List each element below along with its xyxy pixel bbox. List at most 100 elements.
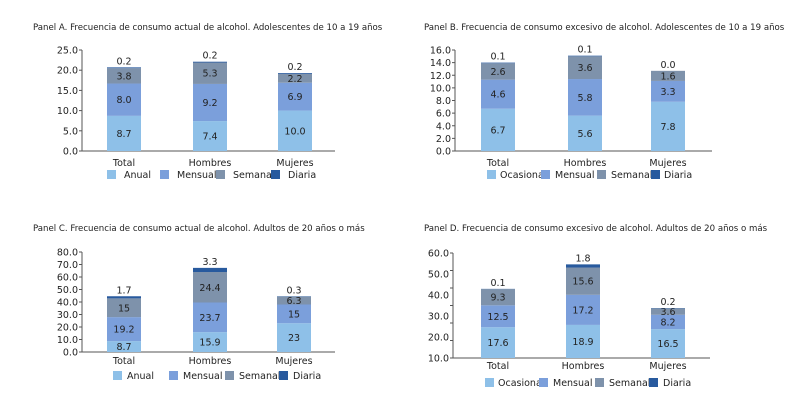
x-category-label: Hombres: [189, 356, 232, 367]
y-tick-label: 12.0: [430, 71, 451, 82]
data-label: 1.6: [660, 71, 675, 82]
legend-swatch: [539, 378, 548, 387]
legend-swatch: [279, 371, 288, 380]
legend-label: Anual: [124, 170, 151, 181]
data-label: 0.1: [490, 52, 505, 63]
bar-segment-semanal: [481, 289, 515, 306]
bar-segment-mensual: [278, 82, 312, 111]
bar-mujeres: 16.5 8.23.60.2: [651, 297, 685, 358]
legend-label: Mensual: [553, 378, 593, 389]
bar-segment-anual: [193, 332, 227, 352]
y-tick-label: 6.0: [436, 109, 451, 120]
data-label: 15: [118, 303, 130, 314]
legend-label: Diaria: [664, 170, 692, 181]
data-label: 7.4: [202, 132, 217, 143]
bar-segment-mensual: [651, 80, 685, 102]
y-tick-label: 4.0: [436, 121, 451, 132]
y-tick-label: 10.0: [428, 354, 449, 365]
bar-segment-mensual: [481, 305, 515, 328]
x-category-label: Mujeres: [649, 361, 686, 372]
panel-d: Panel D. Frecuencia de consumo excesivo …: [424, 224, 768, 389]
data-label: 2.6: [490, 67, 505, 78]
data-label: 0.1: [490, 278, 505, 289]
bar-segment-mensual: [193, 302, 227, 333]
bar-segment-mensual: [568, 79, 602, 116]
data-label: 0.3: [286, 285, 301, 296]
data-label: 0.1: [577, 45, 592, 56]
data-label: 17.2: [572, 305, 593, 316]
y-tick-label: 5.0: [63, 126, 78, 137]
data-label: 18.9: [572, 337, 593, 348]
x-category-label: Mujeres: [275, 356, 312, 367]
data-label: 2.2: [287, 74, 302, 85]
data-label: 9.2: [202, 98, 217, 109]
data-label: 5.6: [577, 129, 592, 140]
legend-label: Ocasional: [498, 378, 544, 389]
legend-swatch: [160, 170, 169, 179]
data-label: 7.8: [660, 122, 675, 133]
legend-swatch: [649, 378, 658, 387]
bar-segment-ocasional: [568, 115, 602, 151]
bar-segment-semanal: [107, 298, 141, 318]
bar-segment-semanal: [651, 308, 685, 315]
data-label: 6.9: [287, 92, 302, 103]
legend-label: Diaria: [293, 371, 321, 382]
y-tick-label: 20.0: [57, 323, 78, 334]
x-category-label: Mujeres: [276, 158, 313, 169]
bar-segment-semanal: [278, 73, 312, 83]
data-label: 4.6: [490, 90, 505, 101]
data-label: 15.6: [572, 277, 593, 288]
data-label: 3.3: [202, 257, 217, 268]
y-tick-label: 8.0: [436, 96, 451, 107]
y-tick-label: 16.0: [430, 46, 451, 57]
bar-segment-diaria: [107, 296, 141, 299]
data-label: 1.8: [575, 253, 590, 264]
bar-segment-anual: [193, 121, 227, 151]
data-label: 3.3: [660, 87, 675, 98]
data-label: 15: [288, 309, 300, 320]
legend-swatch: [107, 170, 116, 179]
data-label: 17.6: [487, 338, 508, 349]
bar-segment-mensual: [566, 294, 600, 325]
bar-mujeres: 10.0 6.9 2.20.2: [278, 62, 312, 151]
legend-swatch: [487, 170, 496, 179]
x-category-label: Total: [112, 158, 135, 169]
y-tick-label: 50.0: [428, 270, 449, 281]
x-category-label: Hombres: [562, 361, 605, 372]
legend-swatch: [225, 371, 234, 380]
legend-swatch: [597, 170, 606, 179]
legend-swatch: [485, 378, 494, 387]
x-category-label: Total: [112, 356, 135, 367]
legend-label: Semanal: [239, 371, 280, 382]
bar-segment-diaria: [107, 67, 141, 69]
data-label: 10.0: [284, 126, 305, 137]
bar-hombres: 7.4 9.2 5.3 0.2: [193, 51, 227, 151]
data-label: 8.7: [116, 342, 131, 353]
legend-label: Anual: [127, 371, 154, 382]
y-tick-label: 40.0: [57, 298, 78, 309]
bar-segment-semanal: [566, 267, 600, 295]
data-label: 5.8: [577, 93, 592, 104]
x-category-label: Hombres: [189, 158, 232, 169]
data-label: 0.2: [287, 62, 302, 73]
y-tick-label: 40.0: [428, 291, 449, 302]
legend-swatch: [169, 371, 178, 380]
y-tick-label: 20.0: [57, 66, 78, 77]
data-label: 0.2: [202, 51, 217, 62]
data-label: 1.7: [116, 285, 131, 296]
panel-b: Panel B. Frecuencia de consumo excesivo …: [424, 23, 785, 181]
legend: Anual Mensual Semanal Diaria: [113, 371, 321, 382]
bar-segment-mensual: [277, 304, 311, 324]
bar-segment-mensual: [107, 83, 141, 116]
legend-swatch: [113, 371, 122, 380]
panel-title: Panel B. Frecuencia de consumo excesivo …: [424, 23, 785, 33]
bar-total: 6.7 4.6 2.6 0.1: [481, 52, 515, 151]
bar-segment-mensual: [193, 83, 227, 122]
panel-title: Panel C. Frecuencia de consumo actual de…: [33, 224, 365, 234]
panel-c: Panel C. Frecuencia de consumo actual de…: [33, 224, 365, 382]
legend-swatch: [271, 170, 280, 179]
data-label: 24.4: [199, 283, 220, 294]
legend-label: Mensual: [555, 170, 595, 181]
bar-segment-ocasional: [566, 324, 600, 358]
y-tick-label: 60.0: [428, 249, 449, 260]
